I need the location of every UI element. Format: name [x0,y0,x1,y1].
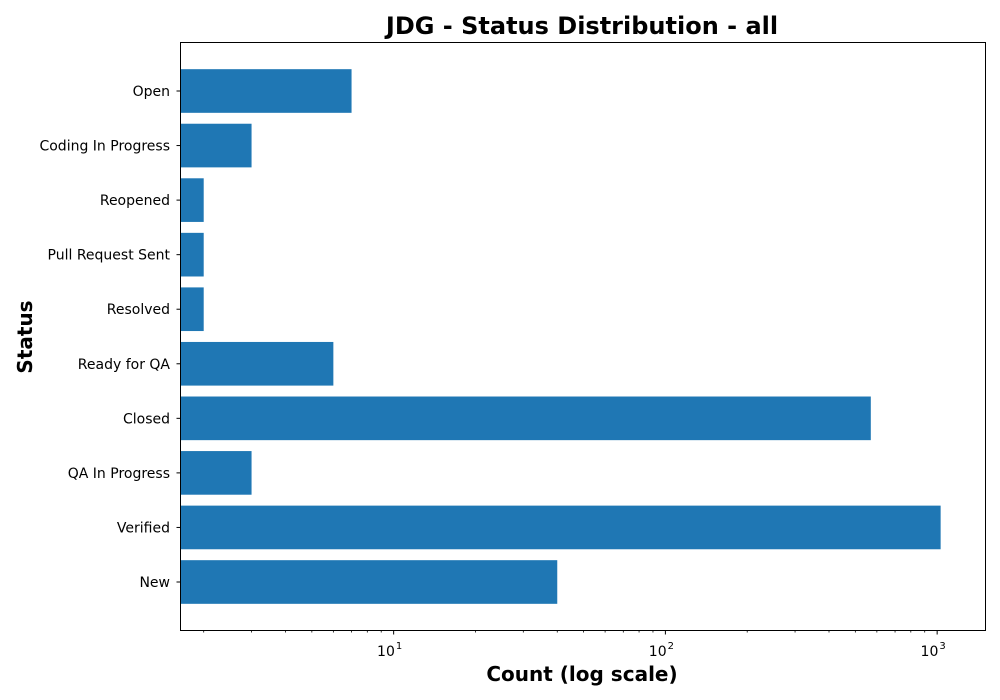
y-tick-label: QA In Progress [68,466,170,482]
x-axis-label: Count (log scale) [486,662,677,686]
y-tick-label: Coding In Progress [39,139,170,155]
chart-title: JDG - Status Distribution - all [384,12,778,40]
bar-pull-request-sent [181,232,204,277]
y-tick-label: Ready for QA [78,357,171,373]
y-axis-label: Status [13,300,37,373]
bar-resolved [181,287,204,332]
bar-closed [181,396,871,441]
y-tick-label: Closed [123,411,170,427]
bar-coding-in-progress [181,123,252,168]
y-axis-ticks: Open Coding In Progress Reopened Pull Reque… [39,84,181,591]
y-tick-label: Verified [117,520,170,536]
bar-open [181,69,352,113]
x-tick-label: 101 [377,641,402,660]
plot-area-frame [180,42,986,631]
bar-new [181,560,558,604]
y-tick-label: Open [133,84,170,100]
x-tick-label: 102 [649,641,674,660]
y-tick-label: New [139,575,170,591]
y-tick-label: Resolved [107,302,170,318]
bar-verified [181,505,941,550]
x-tick-label: 103 [921,641,946,660]
bar-reopened [181,178,204,222]
x-axis-ticks: 101 102 103 [203,630,946,660]
y-tick-label: Pull Request Sent [48,248,171,264]
bars-group [181,69,941,604]
bar-ready-for-qa [181,341,334,386]
bar-qa-in-progress [181,451,252,495]
y-tick-label: Reopened [100,193,170,209]
